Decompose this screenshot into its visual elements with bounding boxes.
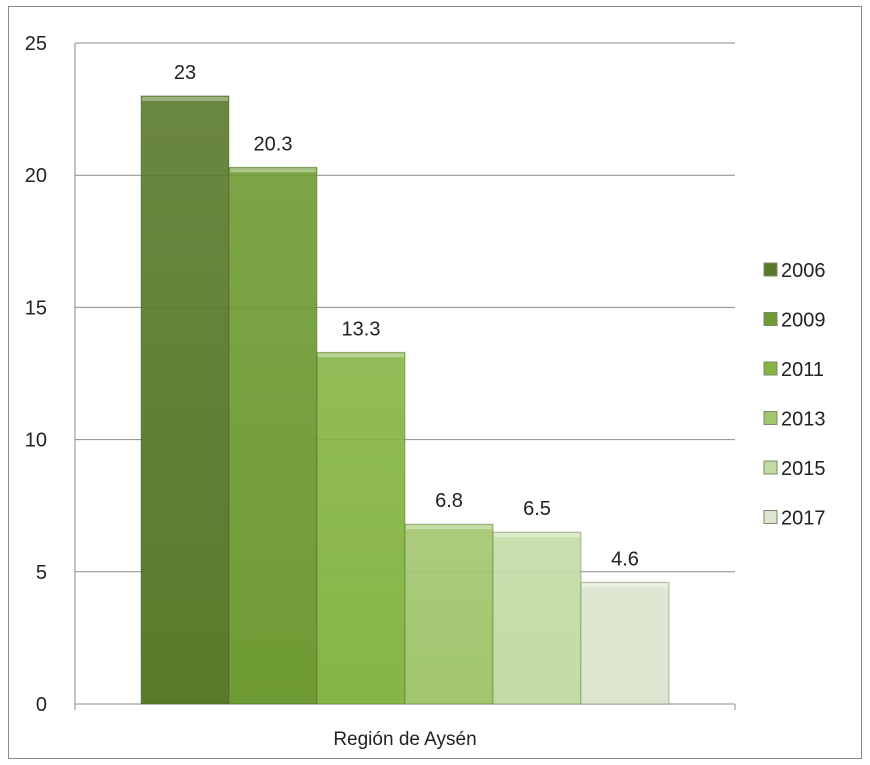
legend-label: 2011 — [781, 359, 824, 381]
legend-swatch — [763, 460, 778, 475]
legend-label: 2009 — [781, 310, 826, 332]
legend-swatch — [763, 262, 778, 277]
bar-2015 — [492, 531, 582, 705]
bar-bevel — [494, 533, 580, 538]
bar-2013 — [404, 523, 494, 705]
legend-label: 2017 — [781, 508, 826, 530]
data-label: 4.6 — [611, 548, 639, 570]
category-label: Región de Aysén — [333, 729, 476, 750]
y-tick-label: 10 — [25, 430, 47, 452]
y-tick-label: 20 — [25, 165, 47, 187]
bar-2017 — [580, 581, 670, 705]
bar-bevel — [582, 583, 668, 588]
legend-swatch — [763, 411, 778, 425]
bar-bevel — [406, 525, 492, 530]
bar-2009 — [228, 166, 318, 705]
data-label: 23 — [174, 62, 196, 84]
data-label: 6.5 — [523, 498, 551, 520]
legend-swatch — [763, 361, 778, 376]
data-label: 20.3 — [254, 133, 293, 155]
y-tick-label: 0 — [36, 694, 47, 716]
data-label: 6.8 — [435, 490, 463, 512]
legend-label: 2015 — [781, 458, 826, 480]
legend-swatch — [763, 510, 778, 524]
legend-swatch — [763, 312, 778, 326]
y-tick-label: 5 — [36, 562, 47, 584]
bar-2011 — [316, 351, 406, 705]
bar-2006 — [140, 95, 230, 705]
y-tick-label: 25 — [25, 33, 47, 55]
bar-bevel — [230, 168, 316, 173]
bar-bevel — [318, 353, 404, 358]
legend-label: 2013 — [781, 409, 826, 431]
data-label: 13.3 — [342, 318, 381, 340]
y-tick-label: 15 — [25, 297, 47, 319]
legend-label: 2006 — [781, 260, 826, 282]
bar-bevel — [142, 96, 228, 101]
